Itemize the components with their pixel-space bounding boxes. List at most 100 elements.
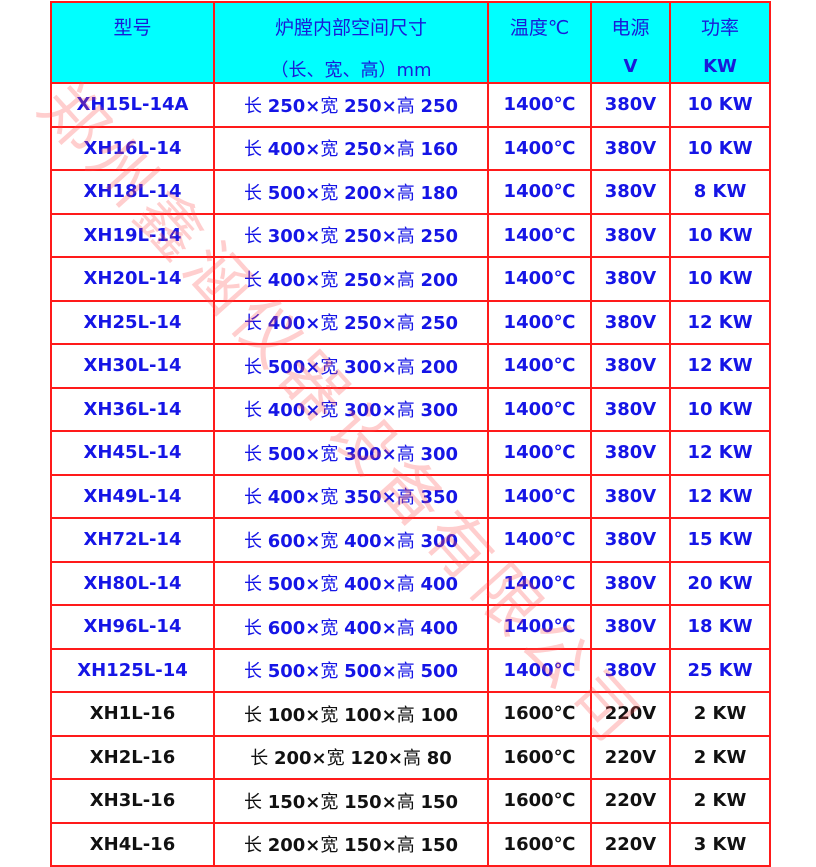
temp-cell: 1600℃: [487, 821, 592, 867]
width-value: 150×: [344, 791, 397, 813]
temp-cell: 1600℃: [487, 691, 592, 737]
width-label: 宽: [320, 791, 339, 813]
width-label: 宽: [320, 530, 339, 552]
width-value: 150×: [344, 835, 397, 857]
height-label: 高: [396, 704, 415, 726]
height-value: 400: [420, 617, 459, 639]
width-label: 宽: [320, 139, 339, 161]
table-row: XH25L-14 长 400×宽 250×高 250 1400℃ 380V 12 KW: [50, 299, 771, 345]
length-label: 长: [243, 95, 262, 117]
length-value: 600×: [267, 530, 321, 552]
voltage-cell: 380V: [590, 647, 671, 693]
temp-cell: 1400℃: [487, 212, 592, 258]
voltage-cell: 380V: [590, 560, 671, 606]
height-label: 高: [396, 530, 415, 552]
power-cell: 12 KW: [669, 473, 771, 519]
size-cell: 长 400×宽 350×高 350: [213, 473, 489, 519]
table-row: XH2L-16 长 200×宽 120×高 80 1600℃ 220V 2 KW: [50, 734, 771, 780]
length-value: 400×: [267, 139, 321, 161]
temp-cell: 1600℃: [487, 734, 592, 780]
width-value: 300×: [344, 356, 397, 378]
size-cell: 长 400×宽 250×高 200: [213, 256, 489, 302]
height-label: 高: [396, 269, 415, 291]
model-cell: XH20L-14: [50, 256, 215, 302]
voltage-cell: 220V: [590, 821, 671, 867]
length-label: 长: [243, 530, 262, 552]
size-cell: 长 200×宽 150×高 150: [213, 821, 489, 867]
height-label: 高: [396, 95, 415, 117]
model-cell: XH36L-14: [50, 386, 215, 432]
temp-cell: 1400℃: [487, 647, 592, 693]
length-value: 150×: [267, 791, 321, 813]
temp-cell: 1400℃: [487, 604, 592, 650]
table-row: XH15L-14A 长 250×宽 250×高 250 1400℃ 380V 10 KW: [50, 82, 771, 128]
length-label: 长: [243, 356, 262, 378]
length-label: 长: [243, 400, 262, 422]
table-row: XH72L-14 长 600×宽 400×高 300 1400℃ 380V 15 KW: [50, 517, 771, 563]
table-row: XH80L-14 长 500×宽 400×高 400 1400℃ 380V 20 KW: [50, 560, 771, 606]
table-row: XH49L-14 长 400×宽 350×高 350 1400℃ 380V 12 KW: [50, 473, 771, 519]
width-label: 宽: [320, 313, 339, 335]
voltage-cell: 220V: [590, 691, 671, 737]
height-value: 200: [420, 356, 459, 378]
size-cell: 长 150×宽 150×高 150: [213, 778, 489, 824]
height-label: 高: [396, 226, 415, 248]
header-model: 型号: [50, 1, 215, 84]
header-temp: 温度℃: [487, 1, 592, 84]
voltage-cell: 380V: [590, 169, 671, 215]
temp-cell: 1400℃: [487, 430, 592, 476]
table-row: XH96L-14 长 600×宽 400×高 400 1400℃ 380V 18 KW: [50, 604, 771, 650]
height-label: 高: [396, 356, 415, 378]
table-row: XH4L-16 长 200×宽 150×高 150 1600℃ 220V 3 KW: [50, 821, 771, 867]
width-value: 400×: [344, 530, 397, 552]
temp-cell: 1400℃: [487, 169, 592, 215]
power-cell: 10 KW: [669, 82, 771, 128]
height-value: 350: [420, 487, 459, 509]
temp-cell: 1400℃: [487, 473, 592, 519]
length-value: 200×: [267, 835, 321, 857]
power-cell: 12 KW: [669, 430, 771, 476]
voltage-cell: 380V: [590, 299, 671, 345]
model-cell: XH18L-14: [50, 169, 215, 215]
width-value: 500×: [344, 661, 397, 683]
width-label: 宽: [320, 443, 339, 465]
table-row: XH3L-16 长 150×宽 150×高 150 1600℃ 220V 2 KW: [50, 778, 771, 824]
length-value: 100×: [267, 704, 321, 726]
table-row: XH30L-14 长 500×宽 300×高 200 1400℃ 380V 12 KW: [50, 343, 771, 389]
header-power-label: 功率: [700, 17, 739, 39]
length-label: 长: [243, 704, 262, 726]
model-cell: XH1L-16: [50, 691, 215, 737]
size-cell: 长 400×宽 250×高 160: [213, 125, 489, 171]
temp-cell: 1600℃: [487, 778, 592, 824]
header-model-label: 型号: [113, 17, 152, 39]
height-value: 150: [420, 791, 459, 813]
power-cell: 10 KW: [669, 386, 771, 432]
width-value: 300×: [344, 400, 397, 422]
width-value: 350×: [344, 487, 397, 509]
voltage-cell: 380V: [590, 82, 671, 128]
length-value: 500×: [267, 443, 321, 465]
temp-cell: 1400℃: [487, 299, 592, 345]
length-label: 长: [250, 748, 269, 770]
power-cell: 20 KW: [669, 560, 771, 606]
width-value: 250×: [344, 139, 397, 161]
power-cell: 2 KW: [669, 691, 771, 737]
header-size-label: 炉膛内部空间尺寸: [274, 17, 427, 39]
model-cell: XH96L-14: [50, 604, 215, 650]
height-value: 400: [420, 574, 459, 596]
length-value: 500×: [267, 356, 321, 378]
temp-cell: 1400℃: [487, 386, 592, 432]
length-value: 400×: [267, 487, 321, 509]
model-cell: XH125L-14: [50, 647, 215, 693]
length-label: 长: [243, 139, 262, 161]
size-cell: 长 500×宽 500×高 500: [213, 647, 489, 693]
power-cell: 12 KW: [669, 299, 771, 345]
length-value: 600×: [267, 617, 321, 639]
model-cell: XH30L-14: [50, 343, 215, 389]
width-label: 宽: [320, 226, 339, 248]
height-label: 高: [396, 791, 415, 813]
voltage-cell: 380V: [590, 430, 671, 476]
length-value: 500×: [267, 661, 321, 683]
model-cell: XH25L-14: [50, 299, 215, 345]
temp-cell: 1400℃: [487, 82, 592, 128]
